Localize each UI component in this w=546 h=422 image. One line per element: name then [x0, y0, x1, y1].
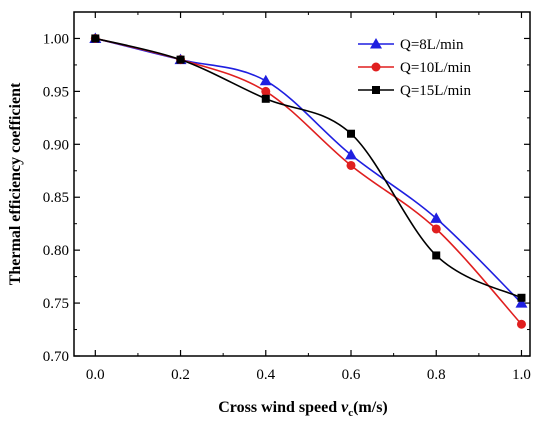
x-tick-label: 0.6 [342, 367, 361, 383]
legend-item: Q=15L/min [358, 83, 471, 99]
y-tick-label: 0.90 [43, 137, 69, 153]
legend-item: Q=8L/min [358, 37, 464, 53]
y-tick-label: 0.80 [43, 243, 69, 259]
data-point [346, 160, 356, 170]
x-tick-label: 0.8 [427, 367, 446, 383]
data-point [347, 129, 356, 138]
data-point [259, 74, 272, 86]
legend-item: Q=10L/min [358, 60, 471, 76]
data-point [261, 94, 270, 103]
axis-ticks [74, 12, 530, 357]
x-tick-label: 0.4 [256, 367, 275, 383]
y-axis-title: Thermal efficiency coefficient [7, 82, 24, 285]
legend-label: Q=10L/min [400, 60, 471, 76]
data-point [345, 148, 358, 160]
y-tick-label: 0.75 [43, 296, 69, 312]
data-point [432, 251, 441, 260]
series-line [95, 37, 522, 299]
y-tick-label: 1.00 [43, 31, 69, 47]
legend: Q=8L/min Q=10L/min Q=15L/min [358, 37, 471, 99]
series-line [95, 37, 523, 325]
x-axis-title: Cross wind speed vc(m/s) [218, 399, 388, 419]
x-tick-label: 0.0 [86, 367, 105, 383]
legend-marker [370, 38, 382, 49]
x-tick-label: 1.0 [512, 367, 531, 383]
legend-marker [371, 62, 381, 72]
x-tick-label: 0.2 [171, 367, 190, 383]
data-point [431, 224, 441, 234]
y-tick-label: 0.70 [43, 349, 69, 365]
data-point [516, 319, 526, 329]
data-point [430, 212, 443, 223]
data-point [261, 86, 271, 96]
tick-labels: 0.0 0.2 0.4 0.6 0.8 1.0 0.70 0.75 0.80 0.85 0.90 0.… [43, 31, 531, 383]
plot-frame [73, 11, 531, 357]
data-point [91, 34, 100, 43]
legend-label: Q=8L/min [400, 37, 464, 53]
series-2 [90, 33, 526, 329]
series-3 [91, 34, 526, 302]
legend-marker [372, 86, 380, 94]
series-line [95, 37, 523, 304]
y-tick-label: 0.85 [43, 190, 69, 206]
data-point [517, 293, 526, 302]
data-point [515, 297, 528, 308]
y-tick-label: 0.95 [43, 84, 69, 100]
series-layer [89, 32, 528, 329]
data-point [176, 55, 185, 64]
legend-label: Q=15L/min [400, 83, 471, 99]
